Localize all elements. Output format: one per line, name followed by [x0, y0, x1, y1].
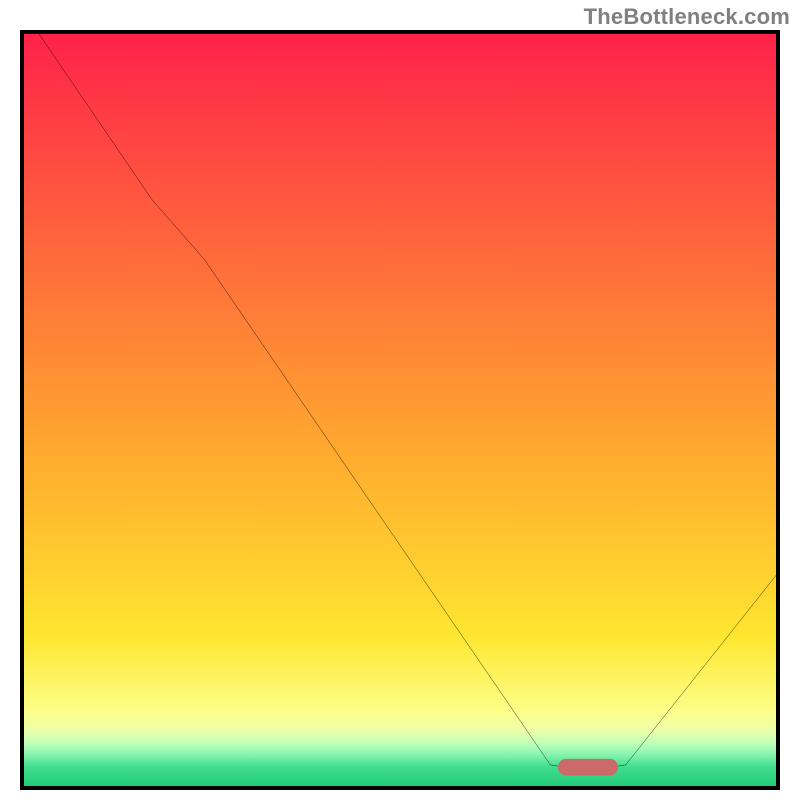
- bottleneck-curve: [24, 34, 776, 786]
- min-marker: [558, 759, 618, 776]
- chart-frame: [20, 30, 780, 790]
- watermark-text: TheBottleneck.com: [584, 4, 790, 30]
- curve-path: [39, 34, 776, 767]
